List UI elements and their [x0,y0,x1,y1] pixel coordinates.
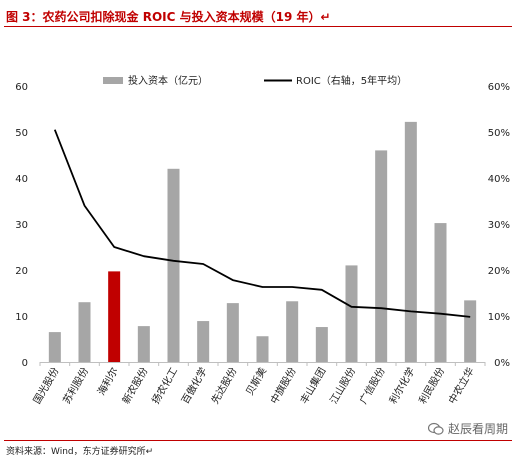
bar [464,300,477,362]
roic-line-series [53,129,471,318]
y-left-tick-label: 50 [15,128,28,139]
bar [345,265,358,362]
category-label: 扬农化工 [149,365,180,406]
y-right-tick-label: 20% [488,266,510,277]
category-label: 先达股份 [209,366,239,407]
bar [48,332,61,362]
category-label: 海利尔 [95,365,121,397]
y-left-tick-label: 0 [22,358,28,369]
y-right-tick-label: 50% [488,128,510,139]
y-right-tick-label: 0% [494,358,510,369]
category-label: 广信股份 [357,366,387,407]
source-note: 资料来源：Wind，东方证券研究所↵ [6,447,154,457]
legend: 投入资本（亿元） ROIC（右轴，5年平均） [103,74,407,87]
category-label: 利尔化学 [386,365,417,406]
category-label: 苏利股份 [60,365,91,406]
bar [226,303,239,362]
bar [286,301,299,362]
category-label: 江山股份 [328,366,358,407]
y-right-tick-label: 60% [488,82,510,93]
bar [256,336,269,362]
title-divider [4,26,512,27]
footer-divider [4,440,512,441]
y-left-tick-label: 20 [15,266,28,277]
bar [108,271,121,362]
chart-title: 图 3：农药公司扣除现金 ROIC 与投入资本规模（19 年）↵ [6,10,331,24]
bar-series [48,121,477,362]
bar [197,321,210,362]
y-left-tick-label: 40 [15,174,28,185]
y-left-tick-label: 60 [15,82,28,93]
bar [137,326,150,362]
roic-line [53,129,471,318]
watermark-text: 赵辰看周期 [447,422,508,436]
bar [375,150,388,362]
legend-line-label: ROIC（右轴，5年平均） [296,74,407,87]
bar [167,168,180,362]
category-labels: 国光股份 苏利股份 海利尔 新农股份 扬农化工 百傲化学 先达股份 贝斯美 中旗股份 丰山集团 江山… [30,365,477,406]
watermark: 赵辰看周期 [427,420,508,437]
category-label: 中旗股份 [268,365,299,406]
wechat-icon [427,422,444,435]
category-label: 新农股份 [119,365,150,406]
y-right-tick-label: 10% [488,312,510,323]
y-left-tick-label: 30 [15,220,28,231]
bar [78,302,91,362]
category-label: 利民股份 [417,366,447,407]
bar [315,327,328,362]
legend-bar-label: 投入资本（亿元） [128,74,208,87]
category-label: 百傲化学 [179,365,210,406]
y-left-tick-label: 10 [15,312,28,323]
category-label: 贝斯美 [243,365,269,397]
category-label: 丰山集团 [297,365,328,406]
category-label: 中农立华 [446,365,477,406]
bar [434,223,447,362]
legend-bar-swatch [103,77,123,84]
bar [404,121,417,362]
axes: 0 10 20 30 40 50 60 0% 10% 20% 30% 40% 50% 60% [15,82,510,369]
y-right-tick-label: 30% [488,220,510,231]
category-label: 国光股份 [30,365,61,406]
chart: 投入资本（亿元） ROIC（右轴，5年平均） 0 10 20 30 40 50 60 0% 10… [15,74,510,406]
y-right-tick-label: 40% [488,174,510,185]
